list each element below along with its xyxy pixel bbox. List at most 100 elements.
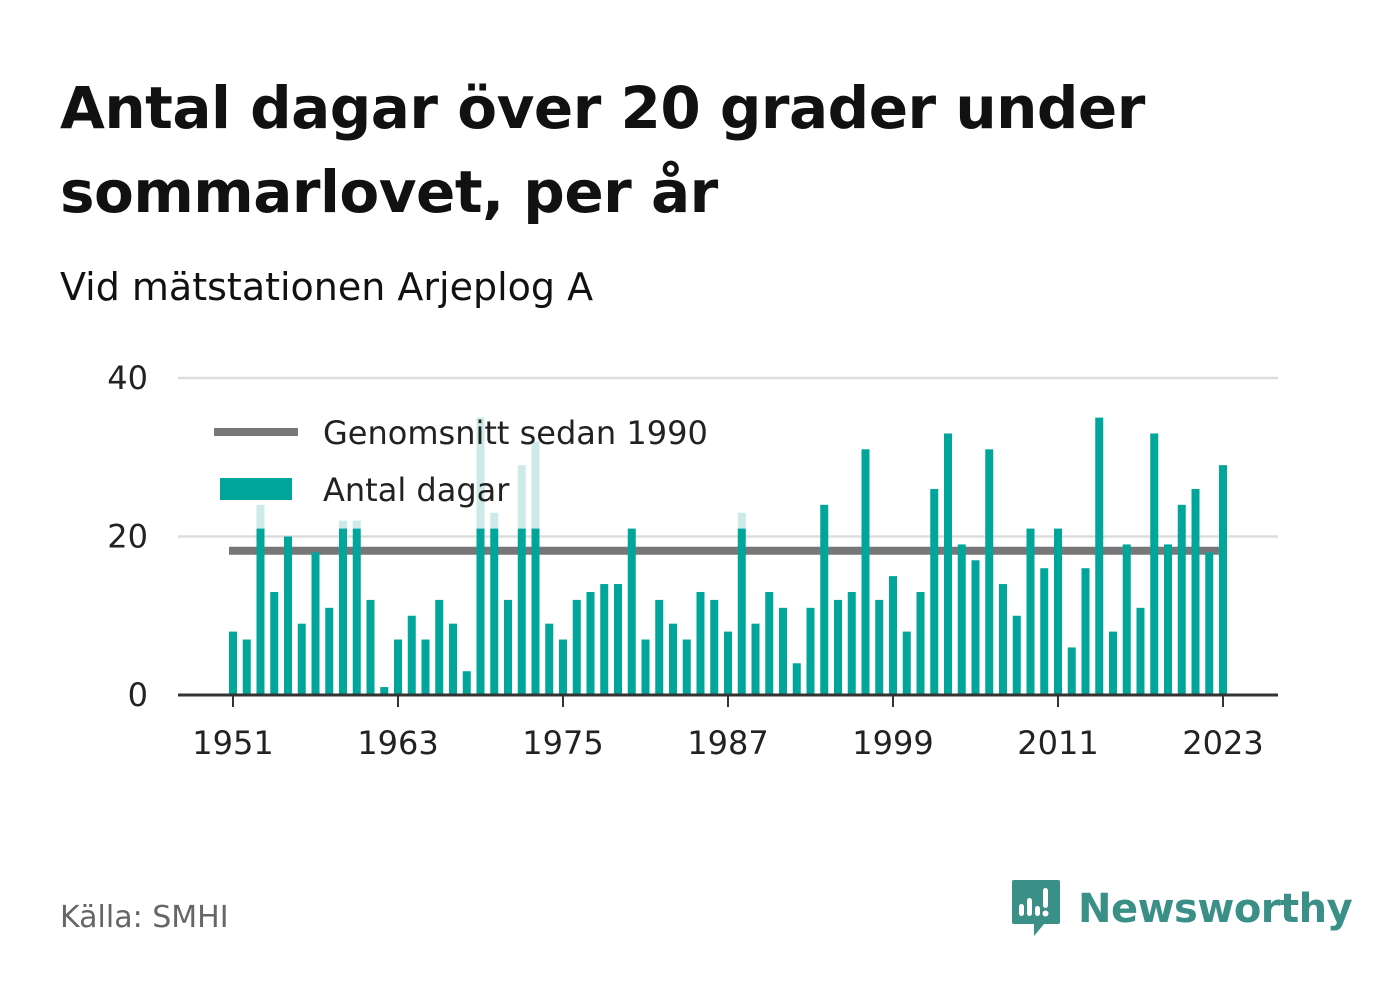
bar-extension-1970 [490, 512, 499, 529]
bar-2003 [944, 433, 952, 695]
bar-2012 [1067, 647, 1076, 695]
bar-2018 [1150, 433, 1159, 695]
bar-1955 [284, 536, 292, 695]
bar-1964 [407, 615, 416, 695]
bar-1965 [421, 639, 430, 695]
bar-1996 [847, 591, 856, 695]
bar-2023 [1219, 465, 1227, 695]
x-tick-label: 2023 [1182, 724, 1263, 762]
brand-name: Newsworthy [1078, 886, 1353, 932]
x-tick-label: 2011 [1017, 724, 1098, 762]
bar-1984 [682, 639, 691, 695]
bar-1975 [559, 639, 567, 695]
bar-1986 [710, 599, 719, 695]
bar-1972 [517, 528, 526, 695]
bar-1968 [462, 671, 471, 695]
x-tick-label: 1951 [192, 724, 273, 762]
x-tick-label: 1999 [852, 724, 933, 762]
bar-2005 [971, 560, 980, 695]
bar-2016 [1122, 544, 1131, 695]
bar-1958 [325, 607, 334, 695]
bar-2021 [1191, 488, 1200, 695]
x-tick-label: 1987 [687, 724, 768, 762]
y-tick-label: 40 [107, 359, 148, 397]
bar-1954 [270, 591, 279, 695]
bar-1962 [380, 687, 389, 695]
bar-2006 [985, 449, 994, 695]
bar-2019 [1164, 544, 1172, 695]
bar-1977 [586, 591, 595, 695]
bar-1993 [806, 607, 815, 695]
bar-extension-1973 [531, 441, 540, 529]
axes: 1951 1963 1975 1987 1999 2011 2023 [178, 693, 1278, 762]
bar-1959 [339, 528, 347, 695]
bar-2014 [1095, 417, 1104, 695]
bar-1990 [765, 591, 774, 695]
bar-1952 [242, 639, 251, 695]
legend-label-bars: Antal dagar [323, 471, 510, 509]
legend[interactable]: Genomsnitt sedan 1990 Antal dagar [214, 414, 708, 509]
bar-2001 [916, 591, 925, 695]
x-tick-label: 1963 [357, 724, 438, 762]
bar-1951 [229, 631, 237, 695]
bar-extension-1959 [339, 520, 347, 529]
bar-1987 [724, 631, 732, 695]
bar-1970 [490, 528, 499, 695]
bar-1998 [875, 599, 884, 695]
bar-2011 [1054, 528, 1062, 695]
bar-2004 [957, 544, 966, 695]
chart-subtitle: Vid mätstationen Arjeplog A [60, 265, 594, 309]
bar-1966 [435, 599, 444, 695]
bar-1974 [545, 623, 554, 695]
gridlines: 0 20 40 [107, 359, 1278, 714]
bar-1988 [737, 528, 746, 695]
bar-2008 [1012, 615, 1021, 695]
y-tick-label: 0 [128, 676, 148, 714]
bar-1956 [297, 623, 306, 695]
x-tick-label: 1975 [522, 724, 603, 762]
bar-1994 [820, 504, 829, 695]
bar-1992 [792, 663, 801, 695]
bar-1991 [779, 607, 787, 695]
bar-extension-1988 [737, 512, 746, 529]
bar-1999 [889, 576, 897, 695]
bar-1980 [627, 528, 636, 695]
bar-2015 [1109, 631, 1117, 695]
bar-1971 [504, 599, 512, 695]
bar-2009 [1026, 528, 1035, 695]
bar-2020 [1177, 504, 1186, 695]
bar-1985 [696, 591, 705, 695]
newsworthy-logo-icon [1012, 880, 1060, 936]
bars [229, 417, 1227, 695]
bar-1967 [449, 623, 457, 695]
bar-2017 [1136, 607, 1145, 695]
newsworthy-brand[interactable]: Newsworthy [1010, 878, 1353, 940]
bar-extension-1953 [256, 504, 265, 529]
bar-extension-1969 [476, 417, 485, 529]
bar-2007 [999, 584, 1007, 695]
bar-1973 [531, 528, 540, 695]
bar-1969 [476, 528, 485, 695]
bar-2013 [1081, 568, 1090, 695]
bar-1982 [655, 599, 664, 695]
bar-extension-1972 [517, 465, 526, 529]
bar-1957 [311, 552, 320, 695]
bar-2010 [1040, 568, 1049, 695]
bar-2022 [1205, 552, 1214, 695]
bar-1960 [352, 528, 361, 695]
bar-1976 [572, 599, 581, 695]
legend-swatch-bars [220, 478, 292, 500]
bar-1983 [669, 623, 677, 695]
bar-extension-1960 [352, 520, 361, 529]
bar-1979 [614, 584, 622, 695]
bar-1978 [600, 584, 609, 695]
bar-1981 [641, 639, 650, 695]
legend-label-average: Genomsnitt sedan 1990 [323, 414, 708, 452]
bar-1963 [394, 639, 402, 695]
source-note: Källa: SMHI [60, 900, 229, 935]
bar-1995 [834, 599, 842, 695]
bar-1989 [751, 623, 760, 695]
bar-1953 [256, 528, 265, 695]
bar-2000 [902, 631, 911, 695]
